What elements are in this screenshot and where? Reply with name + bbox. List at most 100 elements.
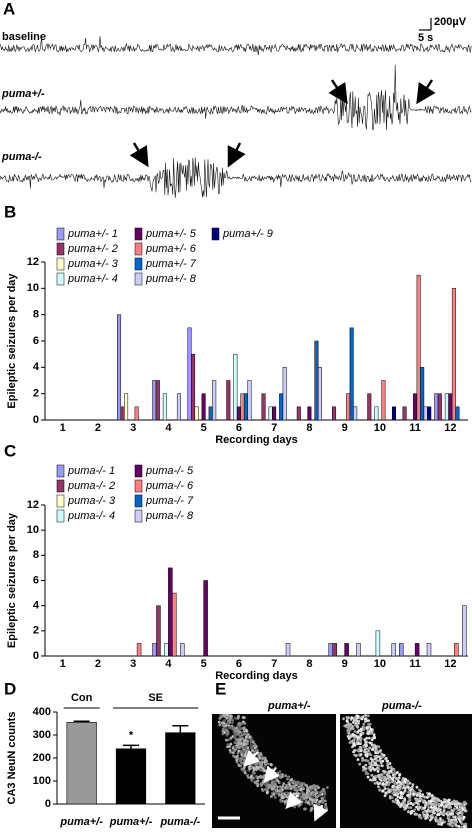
cell: [359, 733, 363, 737]
cell: [304, 807, 307, 811]
cell: [276, 779, 280, 783]
bar: [399, 643, 404, 657]
cell: [369, 757, 373, 761]
cell: [233, 745, 237, 749]
cell: [462, 815, 466, 819]
cell: [310, 791, 313, 795]
bar: [434, 393, 439, 421]
cell: [367, 767, 371, 770]
cell: [386, 762, 390, 766]
cell: [361, 756, 364, 760]
cell: [367, 719, 370, 723]
cell: [221, 727, 225, 731]
cell: [396, 802, 400, 806]
cell: [369, 728, 373, 731]
cell: [359, 727, 363, 731]
bar: [176, 393, 181, 421]
bar: [168, 567, 173, 657]
cell: [277, 792, 281, 796]
cell: [415, 812, 419, 816]
cell: [382, 754, 386, 757]
cell: [403, 797, 406, 801]
cell: [373, 768, 377, 771]
panel-a: A baseline puma+/- puma-/- 200µV 5 s: [0, 0, 472, 198]
cell: [289, 791, 292, 795]
cell: [236, 742, 240, 746]
cell: [437, 802, 441, 806]
cell: [409, 806, 413, 809]
legend-swatch: [56, 227, 65, 241]
cell: [314, 788, 318, 791]
cell: [256, 779, 260, 783]
cell: [367, 723, 370, 726]
cell: [440, 801, 444, 805]
cell: [434, 816, 438, 819]
cell: [371, 747, 375, 751]
bar: [374, 406, 379, 421]
cell: [381, 759, 385, 763]
cell: [353, 730, 357, 733]
cell: [246, 739, 250, 743]
cell: [375, 749, 379, 752]
cell: [322, 809, 326, 813]
cell: [433, 811, 436, 815]
cell: [378, 755, 382, 758]
cell: [297, 786, 301, 790]
bar: [451, 288, 456, 421]
cell: [359, 749, 363, 753]
cell: [436, 809, 439, 813]
bar: [156, 605, 161, 657]
cell: [356, 714, 360, 718]
cell: [282, 782, 286, 785]
cell: [321, 798, 324, 801]
cell: [407, 810, 410, 814]
cell: [376, 751, 380, 755]
cell: [359, 737, 363, 740]
cell: [239, 727, 243, 731]
bar: [437, 393, 442, 421]
x-tick-label: 7: [271, 658, 277, 670]
cell: [286, 776, 290, 780]
cell: [457, 825, 461, 828]
bar: [194, 406, 199, 421]
cell: [398, 773, 401, 777]
bar: [268, 406, 273, 421]
cell: [426, 808, 430, 812]
cell: [406, 800, 410, 804]
cell: [284, 786, 288, 789]
cell: [462, 825, 466, 828]
legend-swatch: [56, 464, 65, 478]
cell: [412, 792, 416, 796]
cell: [443, 820, 447, 824]
cell: [249, 741, 253, 744]
y-tick-label: 400: [33, 706, 51, 718]
bar: [328, 643, 333, 657]
cell: [294, 781, 297, 785]
cell: [455, 824, 458, 828]
cell: [394, 791, 398, 795]
cell: [231, 721, 235, 725]
cell: [415, 801, 419, 804]
y-tick-label: 2: [33, 625, 39, 637]
cell: [378, 788, 382, 792]
image-label: puma+/-: [267, 700, 311, 712]
cell: [448, 804, 452, 807]
cell: [243, 728, 246, 732]
cell: [235, 729, 238, 733]
bar: [413, 393, 418, 421]
cell: [324, 803, 328, 806]
cell: [455, 800, 458, 804]
cell: [274, 783, 277, 786]
cell: [299, 784, 302, 787]
cell: [411, 783, 415, 786]
cell: [364, 742, 368, 746]
cell: [242, 756, 246, 760]
cell: [273, 796, 277, 799]
cell: [251, 741, 255, 744]
arrow: [129, 142, 149, 168]
cell: [453, 807, 456, 811]
cell: [242, 733, 245, 736]
cell: [364, 763, 368, 767]
cell: [352, 743, 355, 747]
bar: [332, 643, 337, 657]
